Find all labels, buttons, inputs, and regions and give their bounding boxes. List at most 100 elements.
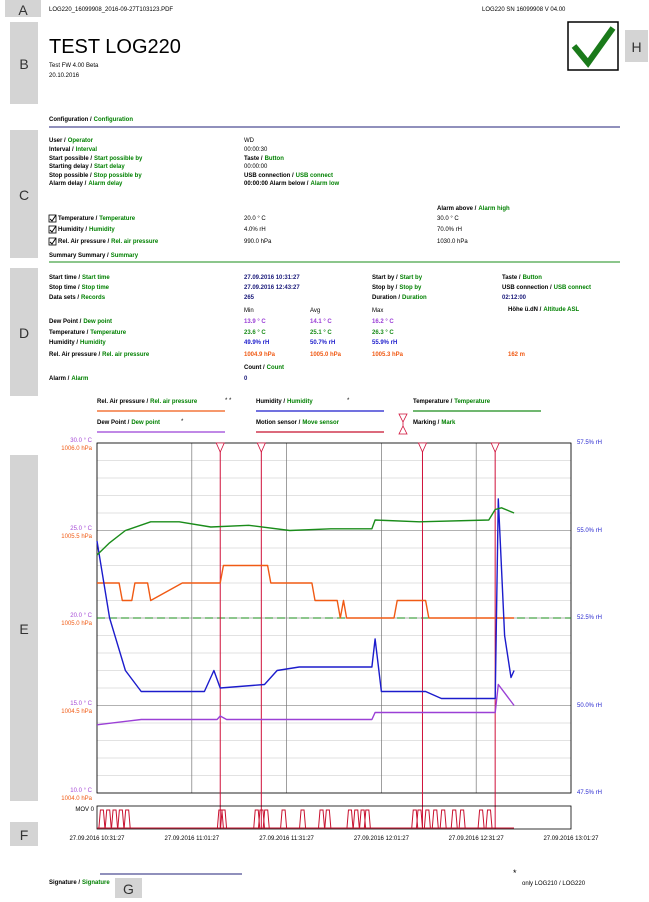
x-tick-label: 27.09.2016 11:01:27 bbox=[164, 836, 220, 842]
alarm-low: 990.0 hPa bbox=[244, 239, 272, 245]
config-label: Interval / Interval bbox=[49, 146, 97, 154]
motion-pulse bbox=[262, 809, 270, 829]
alarm-label: Alarm / Alarm bbox=[49, 375, 88, 383]
stat-value: 1004.9 hPa bbox=[244, 352, 276, 358]
term: Starting delay / bbox=[49, 164, 93, 170]
motion-pulse bbox=[363, 809, 371, 829]
term: Taste / bbox=[244, 156, 263, 162]
section-tab bbox=[5, 0, 41, 17]
y-tick-label: 20.0 ° C bbox=[70, 613, 92, 619]
term: Rel. Air pressure / bbox=[49, 352, 101, 358]
motion-pulse bbox=[216, 809, 224, 829]
motion-pulse bbox=[104, 809, 112, 829]
term: Rel. Air pressure / bbox=[58, 239, 110, 245]
motion-label: MOV 0 bbox=[75, 807, 94, 813]
y-tick-label: 10.0 ° C bbox=[70, 788, 92, 794]
term: Start time / bbox=[49, 275, 81, 281]
alarm-high: 70.0% rH bbox=[437, 227, 463, 233]
stat-value: 23.6 ° C bbox=[244, 330, 266, 336]
config-label: Stop possible / Stop possible by bbox=[49, 172, 142, 180]
translation: Alarm delay bbox=[88, 181, 123, 187]
term: Rel. Air pressure / bbox=[97, 399, 149, 405]
term: Duration / bbox=[372, 295, 400, 301]
stat-value: 49.9% rH bbox=[244, 340, 270, 346]
summary-label: Data sets / Records bbox=[49, 294, 105, 302]
section-tab bbox=[115, 878, 142, 898]
y2-tick-label: 52.5% rH bbox=[577, 615, 603, 621]
term: Marking / bbox=[413, 420, 440, 426]
translation: Start delay bbox=[94, 164, 125, 170]
summary-label: Duration / Duration bbox=[372, 294, 427, 302]
column-heading: Alarm above / Alarm high bbox=[437, 205, 510, 213]
section-tab bbox=[10, 455, 38, 801]
term: USB connection / bbox=[244, 173, 294, 179]
report-title: TEST LOG220 bbox=[49, 36, 181, 58]
translation: Alarm low bbox=[310, 181, 340, 187]
term: Humidity / bbox=[256, 399, 286, 405]
sensor-label: Humidity / Humidity bbox=[58, 226, 115, 234]
translation: Button bbox=[264, 156, 284, 162]
motion-pulse bbox=[458, 809, 466, 829]
config-value: 00:00:00 Alarm below / Alarm low bbox=[244, 180, 339, 188]
translation: Rel. air pressure bbox=[150, 399, 198, 405]
legend-note: * bbox=[181, 419, 184, 425]
y2-tick-label: 55.0% rH bbox=[577, 527, 603, 534]
legend-label: Temperature / Temperature bbox=[413, 398, 490, 406]
stat-value: 50.7% rH bbox=[310, 340, 336, 346]
translation: Button bbox=[522, 275, 542, 281]
config-label: Alarm delay / Alarm delay bbox=[49, 180, 122, 188]
term: Humidity / bbox=[58, 227, 88, 233]
device-id: LOG220 SN 16099908 V 04.00 bbox=[482, 7, 566, 13]
translation: Duration bbox=[402, 295, 427, 301]
y-tick-label: 25.0 ° C bbox=[70, 525, 92, 532]
translation: Altitude ASL bbox=[543, 307, 580, 313]
section-letter: F bbox=[19, 827, 29, 843]
footnote-text: only LOG210 / LOG220 bbox=[522, 881, 586, 887]
stat-value: 16.2 ° C bbox=[372, 319, 394, 325]
translation: Rel. air pressure bbox=[111, 239, 159, 245]
legend-label: Dew Point / Dew point bbox=[97, 419, 160, 427]
translation: Mark bbox=[441, 420, 456, 426]
term: Dew Point / bbox=[97, 420, 130, 426]
x-tick-label: 27.09.2016 10:31:27 bbox=[69, 836, 125, 842]
count-label: Count / Count bbox=[244, 364, 284, 372]
motion-pulse bbox=[431, 809, 439, 829]
motion-pulse bbox=[98, 809, 106, 829]
translation: Start by bbox=[399, 275, 423, 281]
x-tick-label: 27.09.2016 12:31:27 bbox=[448, 836, 504, 842]
term: Start possible / bbox=[49, 156, 93, 162]
motion-pulse bbox=[352, 809, 360, 829]
section-letter: E bbox=[19, 621, 29, 637]
legend-note: * bbox=[347, 398, 350, 404]
translation: Operator bbox=[67, 138, 94, 144]
translation: USB connect bbox=[553, 285, 592, 291]
translation: Move sensor bbox=[302, 420, 340, 426]
translation: Start time bbox=[82, 275, 110, 281]
y3-tick-label: 1006.0 hPa bbox=[61, 446, 92, 452]
motion-pulse bbox=[346, 809, 354, 829]
motion-pulse bbox=[477, 809, 485, 829]
config-label: Start possible / Start possible by bbox=[49, 155, 142, 163]
footnote-mark: * bbox=[513, 868, 517, 878]
motion-pulse bbox=[299, 809, 307, 829]
marking-flag bbox=[215, 442, 225, 453]
term: Humidity / bbox=[49, 340, 79, 346]
term: Temperature / bbox=[49, 330, 89, 336]
translation: Stop time bbox=[81, 285, 110, 291]
legend-label: Motion sensor / Move sensor bbox=[256, 419, 339, 427]
translation: Alarm high bbox=[478, 206, 510, 212]
stat-value: 1005.0 hPa bbox=[310, 352, 342, 358]
translation: Signature bbox=[82, 880, 110, 886]
x-tick-label: 27.09.2016 12:01:27 bbox=[353, 836, 409, 842]
column-heading: Min bbox=[244, 308, 254, 314]
y3-tick-label: 1005.0 hPa bbox=[61, 621, 92, 627]
term: Taste / bbox=[502, 275, 521, 281]
marking-flag bbox=[490, 442, 500, 453]
marking-flag bbox=[256, 442, 266, 453]
legend-note: * * bbox=[225, 398, 232, 404]
translation: Summary bbox=[110, 253, 139, 259]
legend-label: Marking / Mark bbox=[413, 419, 455, 427]
summary-value: Taste / Button bbox=[502, 274, 542, 282]
motion-frame bbox=[96, 805, 572, 830]
